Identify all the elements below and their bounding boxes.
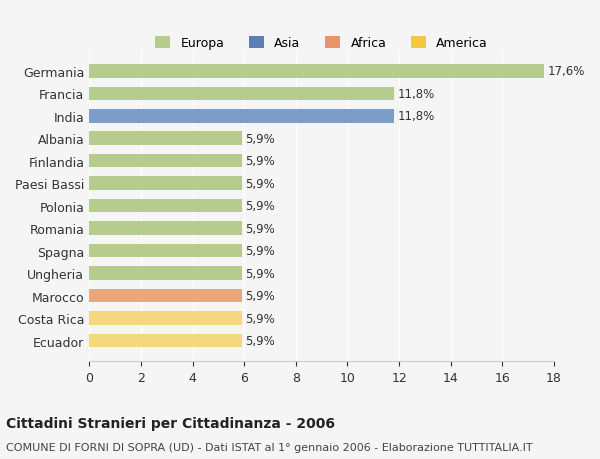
Bar xyxy=(89,132,242,146)
Text: 5,9%: 5,9% xyxy=(245,177,275,190)
Bar xyxy=(89,110,394,123)
Bar xyxy=(89,155,242,168)
Bar xyxy=(89,177,242,190)
Text: 5,9%: 5,9% xyxy=(245,290,275,302)
Bar xyxy=(89,222,242,235)
Text: 5,9%: 5,9% xyxy=(245,155,275,168)
Bar xyxy=(89,65,544,78)
Bar xyxy=(89,334,242,347)
Text: 11,8%: 11,8% xyxy=(398,110,435,123)
Text: COMUNE DI FORNI DI SOPRA (UD) - Dati ISTAT al 1° gennaio 2006 - Elaborazione TUT: COMUNE DI FORNI DI SOPRA (UD) - Dati IST… xyxy=(6,442,533,452)
Bar xyxy=(89,289,242,302)
Text: 5,9%: 5,9% xyxy=(245,245,275,257)
Text: 5,9%: 5,9% xyxy=(245,222,275,235)
Bar xyxy=(89,244,242,258)
Text: 11,8%: 11,8% xyxy=(398,88,435,101)
Text: 5,9%: 5,9% xyxy=(245,312,275,325)
Text: 5,9%: 5,9% xyxy=(245,133,275,146)
Legend: Europa, Asia, Africa, America: Europa, Asia, Africa, America xyxy=(150,32,493,55)
Text: 5,9%: 5,9% xyxy=(245,334,275,347)
Bar xyxy=(89,312,242,325)
Text: 5,9%: 5,9% xyxy=(245,267,275,280)
Text: 5,9%: 5,9% xyxy=(245,200,275,213)
Bar xyxy=(89,267,242,280)
Text: 17,6%: 17,6% xyxy=(548,65,585,78)
Bar xyxy=(89,87,394,101)
Text: Cittadini Stranieri per Cittadinanza - 2006: Cittadini Stranieri per Cittadinanza - 2… xyxy=(6,416,335,430)
Bar xyxy=(89,200,242,213)
